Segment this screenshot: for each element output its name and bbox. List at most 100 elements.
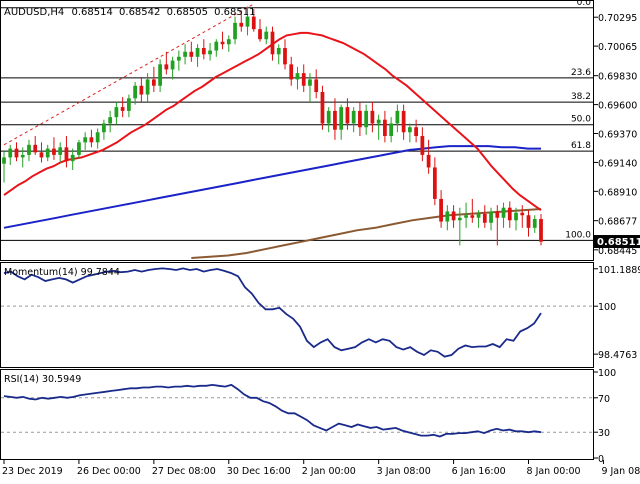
candle-body bbox=[376, 119, 381, 124]
candle-body bbox=[27, 144, 31, 155]
candle bbox=[283, 39, 287, 70]
candle-body bbox=[476, 213, 481, 218]
rsi-tick-label: 30 bbox=[598, 428, 610, 439]
candle bbox=[114, 102, 119, 125]
candle-body bbox=[526, 215, 531, 228]
time-tick-label: 23 Dec 2019 bbox=[2, 466, 63, 477]
candle-body bbox=[195, 48, 200, 57]
candle bbox=[170, 56, 175, 80]
rsi-line bbox=[3, 383, 542, 438]
candle bbox=[482, 205, 487, 228]
candle-body bbox=[501, 207, 506, 218]
candle-body bbox=[8, 148, 13, 158]
candle bbox=[520, 205, 525, 228]
candle-body bbox=[351, 110, 356, 124]
candle-body bbox=[33, 144, 38, 153]
candle bbox=[245, 6, 250, 36]
candle bbox=[420, 127, 425, 162]
price-tick-label: 0.68910 bbox=[598, 187, 637, 198]
candle bbox=[251, 9, 256, 32]
candle bbox=[239, 11, 244, 32]
candle bbox=[276, 44, 281, 65]
candle bbox=[127, 94, 131, 118]
candle-body bbox=[201, 48, 206, 55]
candle bbox=[195, 44, 200, 67]
ema-long-line bbox=[191, 208, 542, 259]
candle bbox=[270, 26, 275, 61]
candle bbox=[407, 123, 412, 143]
candle bbox=[432, 157, 437, 206]
candle-body bbox=[358, 110, 362, 128]
price-tick-label: 0.68445 bbox=[598, 246, 637, 257]
candle-body bbox=[295, 73, 300, 80]
candle bbox=[214, 39, 219, 57]
candle bbox=[183, 44, 187, 65]
candle-body bbox=[239, 22, 244, 27]
price-tick-label: 0.68677 bbox=[598, 217, 637, 228]
candle-body bbox=[70, 154, 75, 162]
candle-body bbox=[470, 215, 475, 218]
candle bbox=[64, 136, 69, 168]
current-price-marker: 0.68511 bbox=[594, 235, 640, 249]
rsi-tick-label: 100 bbox=[598, 368, 616, 379]
candle bbox=[45, 144, 50, 162]
candle-body bbox=[401, 110, 406, 133]
candle bbox=[139, 76, 144, 103]
candle-body bbox=[389, 123, 394, 137]
time-tick-label: 3 Jan 08:00 bbox=[377, 466, 431, 477]
time-tick-label: 6 Jan 16:00 bbox=[452, 466, 506, 477]
candle bbox=[464, 202, 468, 228]
candle bbox=[70, 148, 75, 170]
candle bbox=[326, 107, 331, 133]
candle-body bbox=[164, 64, 169, 70]
candle-body bbox=[45, 148, 50, 158]
candle bbox=[495, 205, 500, 246]
candle-body bbox=[52, 148, 56, 155]
candle bbox=[95, 128, 100, 149]
candle bbox=[102, 119, 106, 140]
candle bbox=[295, 66, 300, 90]
candle-body bbox=[432, 167, 437, 199]
price-axis[interactable]: 0.70295 0.70065 0.69830 0.69600 0.69370 0.691… bbox=[594, 13, 637, 257]
momentum-tick-label: 98.4763 bbox=[598, 350, 637, 361]
ohlc-low: 0.68505 bbox=[167, 7, 208, 18]
candle-body bbox=[482, 213, 487, 223]
candle-body bbox=[383, 119, 387, 137]
candle-body bbox=[189, 51, 194, 57]
candle-body bbox=[420, 136, 425, 155]
time-tick-label: 2 Jan 00:00 bbox=[302, 466, 356, 477]
candle-body bbox=[220, 41, 225, 45]
candle-body bbox=[333, 110, 337, 130]
candle-body bbox=[226, 39, 231, 45]
candle-body bbox=[151, 79, 156, 86]
candle-body bbox=[245, 16, 250, 27]
candle-body bbox=[158, 64, 162, 86]
candle bbox=[14, 142, 19, 162]
symbol-header: AUDUSD,H4 0.68514 0.68542 0.68505 0.6851… bbox=[4, 7, 255, 18]
time-tick-label: 27 Dec 08:00 bbox=[152, 466, 216, 477]
candle-body bbox=[320, 92, 325, 124]
ohlc-close: 0.68511 bbox=[214, 7, 255, 18]
rsi-header: RSI(14) 30.5949 bbox=[4, 374, 81, 385]
candle-body bbox=[457, 217, 462, 221]
candle-body bbox=[102, 123, 106, 133]
candle-body bbox=[520, 212, 525, 216]
candle-body bbox=[214, 41, 219, 51]
price-tick-label: 0.70295 bbox=[598, 13, 637, 24]
candle bbox=[2, 151, 6, 183]
time-axis[interactable]: 23 Dec 2019 26 Dec 00:00 27 Dec 08:00 30 De… bbox=[2, 460, 640, 477]
candle bbox=[58, 142, 63, 163]
momentum-tick-label: 101.1889 bbox=[598, 265, 640, 276]
symbol-timeframe: AUDUSD,H4 bbox=[4, 7, 64, 18]
candle bbox=[164, 51, 169, 75]
candle bbox=[133, 81, 138, 105]
candle-body bbox=[133, 85, 138, 99]
candle-body bbox=[414, 127, 418, 137]
candle bbox=[345, 98, 350, 130]
candle bbox=[308, 73, 312, 103]
candle bbox=[20, 147, 25, 168]
momentum-tick-label: 100 bbox=[598, 302, 616, 313]
candle-body bbox=[183, 51, 187, 57]
